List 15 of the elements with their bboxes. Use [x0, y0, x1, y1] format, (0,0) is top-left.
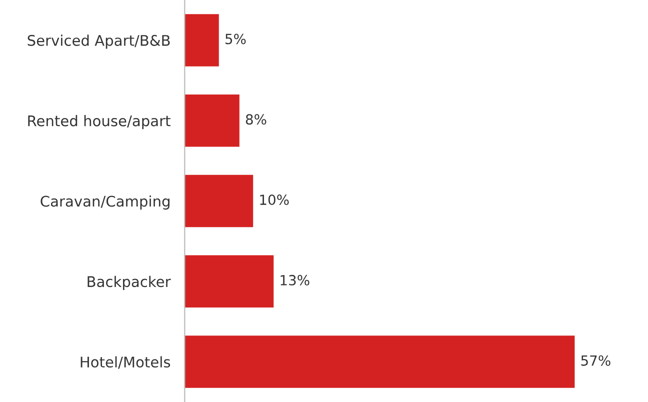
bar: [184, 94, 240, 147]
data-label: 57%: [581, 355, 610, 366]
bar: [184, 255, 274, 308]
bar: [184, 14, 219, 66]
y-tick-label: Backpacker: [88, 276, 171, 290]
bar: [184, 174, 254, 228]
data-label: 10%: [260, 194, 289, 206]
y-tick-label: Rented house/apart: [28, 115, 170, 130]
data-label: 13%: [280, 274, 310, 286]
data-label: 8%: [246, 114, 266, 125]
bar: [184, 336, 575, 388]
data-label: 5%: [226, 34, 246, 44]
y-tick-label: Caravan/Camping: [40, 195, 170, 210]
y-tick-label: Serviced Apart/B&B: [28, 34, 170, 49]
y-tick-label: Hotel/Motels: [80, 356, 170, 369]
